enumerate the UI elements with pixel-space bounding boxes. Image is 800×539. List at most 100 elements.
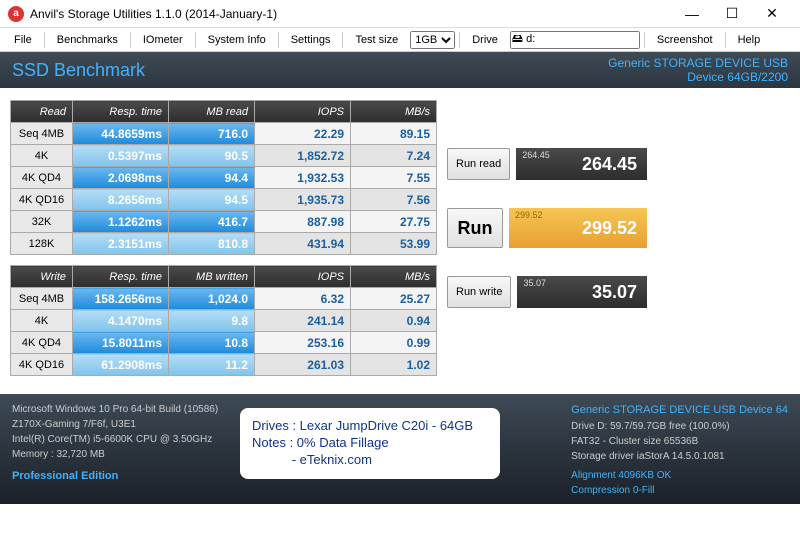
device-name: Generic STORAGE DEVICE USB Device 64GB/2… xyxy=(608,56,788,85)
col-write: Write xyxy=(11,266,73,288)
cell-mbs: 53.99 xyxy=(351,233,437,255)
cell-mbs: 0.94 xyxy=(351,310,437,332)
menu-iometer[interactable]: IOmeter xyxy=(135,32,191,48)
cell-resp: 61.2908ms xyxy=(73,354,169,376)
cell-iops: 6.32 xyxy=(255,288,351,310)
table-row: 4K4.1470ms9.8241.140.94 xyxy=(11,310,437,332)
row-label: 4K QD4 xyxy=(11,167,73,189)
run-write-button[interactable]: Run write xyxy=(447,276,511,308)
col-resp: Resp. time xyxy=(73,266,169,288)
cell-mbs: 25.27 xyxy=(351,288,437,310)
cell-iops: 431.94 xyxy=(255,233,351,255)
run-button[interactable]: Run xyxy=(447,208,503,248)
menu-settings[interactable]: Settings xyxy=(283,32,339,48)
row-label: 4K xyxy=(11,310,73,332)
row-label: 128K xyxy=(11,233,73,255)
cell-iops: 22.29 xyxy=(255,123,351,145)
cell-mbs: 7.56 xyxy=(351,189,437,211)
cell-mb: 90.5 xyxy=(169,145,255,167)
cell-iops: 1,932.53 xyxy=(255,167,351,189)
notes-line3: - eTeknix.com xyxy=(252,452,488,469)
run-panel: Run read 264.45 264.45 Run 299.52 299.52… xyxy=(447,100,647,386)
cell-mbs: 27.75 xyxy=(351,211,437,233)
table-row: 128K2.3151ms810.8431.9453.99 xyxy=(11,233,437,255)
menu-help[interactable]: Help xyxy=(730,32,769,48)
total-score: 299.52 299.52 xyxy=(509,208,647,248)
table-row: Seq 4MB44.8659ms716.022.2989.15 xyxy=(11,123,437,145)
cell-resp: 158.2656ms xyxy=(73,288,169,310)
cell-mb: 810.8 xyxy=(169,233,255,255)
menu-screenshot[interactable]: Screenshot xyxy=(649,32,721,48)
cell-resp: 2.0698ms xyxy=(73,167,169,189)
table-row: 4K QD1661.2908ms11.2261.031.02 xyxy=(11,354,437,376)
cell-iops: 253.16 xyxy=(255,332,351,354)
main-content: Read Resp. time MB read IOPS MB/s Seq 4M… xyxy=(0,88,800,394)
col-mbread: MB read xyxy=(169,101,255,123)
drive-select[interactable] xyxy=(510,31,640,49)
notes-line2: Notes : 0% Data Fillage xyxy=(252,435,488,452)
testsize-label: Test size xyxy=(347,32,406,48)
col-mbs: MB/s xyxy=(351,101,437,123)
alignment-status: Alignment 4096KB OK xyxy=(571,468,788,483)
testsize-select[interactable]: 1GB xyxy=(410,31,455,49)
run-read-button[interactable]: Run read xyxy=(447,148,510,180)
col-mbwrite: MB written xyxy=(169,266,255,288)
cell-mbs: 1.02 xyxy=(351,354,437,376)
cell-iops: 1,852.72 xyxy=(255,145,351,167)
row-label: Seq 4MB xyxy=(11,288,73,310)
write-header-row: Write Resp. time MB written IOPS MB/s xyxy=(11,266,437,288)
col-resp: Resp. time xyxy=(73,101,169,123)
menu-benchmarks[interactable]: Benchmarks xyxy=(49,32,126,48)
col-mbs: MB/s xyxy=(351,266,437,288)
table-row: 32K1.1262ms416.7887.9827.75 xyxy=(11,211,437,233)
write-score-value: 35.07 xyxy=(592,282,637,303)
close-button[interactable]: ✕ xyxy=(752,1,792,27)
drive-info-free: Drive D: 59.7/59.7GB free (100.0%) xyxy=(571,419,788,434)
cell-mbs: 7.55 xyxy=(351,167,437,189)
row-label: 4K QD16 xyxy=(11,354,73,376)
table-row: Seq 4MB158.2656ms1,024.06.3225.27 xyxy=(11,288,437,310)
table-row: 4K QD168.2656ms94.51,935.737.56 xyxy=(11,189,437,211)
menu-file[interactable]: File xyxy=(6,32,40,48)
cell-mbs: 7.24 xyxy=(351,145,437,167)
read-header-row: Read Resp. time MB read IOPS MB/s xyxy=(11,101,437,123)
table-row: 4K QD415.8011ms10.8253.160.99 xyxy=(11,332,437,354)
device-line1: Generic STORAGE DEVICE USB xyxy=(608,56,788,70)
compression-status: Compression 0-Fill xyxy=(571,483,788,498)
cell-mbs: 0.99 xyxy=(351,332,437,354)
maximize-button[interactable]: ☐ xyxy=(712,1,752,27)
notes-box: Drives : Lexar JumpDrive C20i - 64GB Not… xyxy=(240,408,500,479)
cell-mb: 94.4 xyxy=(169,167,255,189)
cell-mb: 9.8 xyxy=(169,310,255,332)
read-table: Read Resp. time MB read IOPS MB/s Seq 4M… xyxy=(10,100,437,255)
minimize-button[interactable]: — xyxy=(672,1,712,27)
cell-resp: 8.2656ms xyxy=(73,189,169,211)
table-row: 4K QD42.0698ms94.41,932.537.55 xyxy=(11,167,437,189)
cell-iops: 887.98 xyxy=(255,211,351,233)
write-table: Write Resp. time MB written IOPS MB/s Se… xyxy=(10,265,437,376)
menu-systeminfo[interactable]: System Info xyxy=(200,32,274,48)
drive-info-fs: FAT32 - Cluster size 65536B xyxy=(571,434,788,449)
read-score: 264.45 264.45 xyxy=(516,148,647,180)
cell-mb: 416.7 xyxy=(169,211,255,233)
cell-mbs: 89.15 xyxy=(351,123,437,145)
col-read: Read xyxy=(11,101,73,123)
table-row: 4K0.5397ms90.51,852.727.24 xyxy=(11,145,437,167)
titlebar: a Anvil's Storage Utilities 1.1.0 (2014-… xyxy=(0,0,800,28)
total-score-small: 299.52 xyxy=(515,210,543,220)
read-score-value: 264.45 xyxy=(582,154,637,175)
cell-mb: 716.0 xyxy=(169,123,255,145)
cell-mb: 94.5 xyxy=(169,189,255,211)
header: SSD Benchmark Generic STORAGE DEVICE USB… xyxy=(0,52,800,88)
notes-line1: Drives : Lexar JumpDrive C20i - 64GB xyxy=(252,418,488,435)
cell-mb: 1,024.0 xyxy=(169,288,255,310)
footer: Microsoft Windows 10 Pro 64-bit Build (1… xyxy=(0,394,800,504)
drive-label: Drive xyxy=(464,32,506,48)
menubar: File Benchmarks IOmeter System Info Sett… xyxy=(0,28,800,52)
cell-iops: 241.14 xyxy=(255,310,351,332)
device-line2: Device 64GB/2200 xyxy=(608,70,788,84)
cell-mb: 10.8 xyxy=(169,332,255,354)
cell-resp: 44.8659ms xyxy=(73,123,169,145)
window-title: Anvil's Storage Utilities 1.1.0 (2014-Ja… xyxy=(30,7,672,21)
total-score-value: 299.52 xyxy=(582,218,637,239)
